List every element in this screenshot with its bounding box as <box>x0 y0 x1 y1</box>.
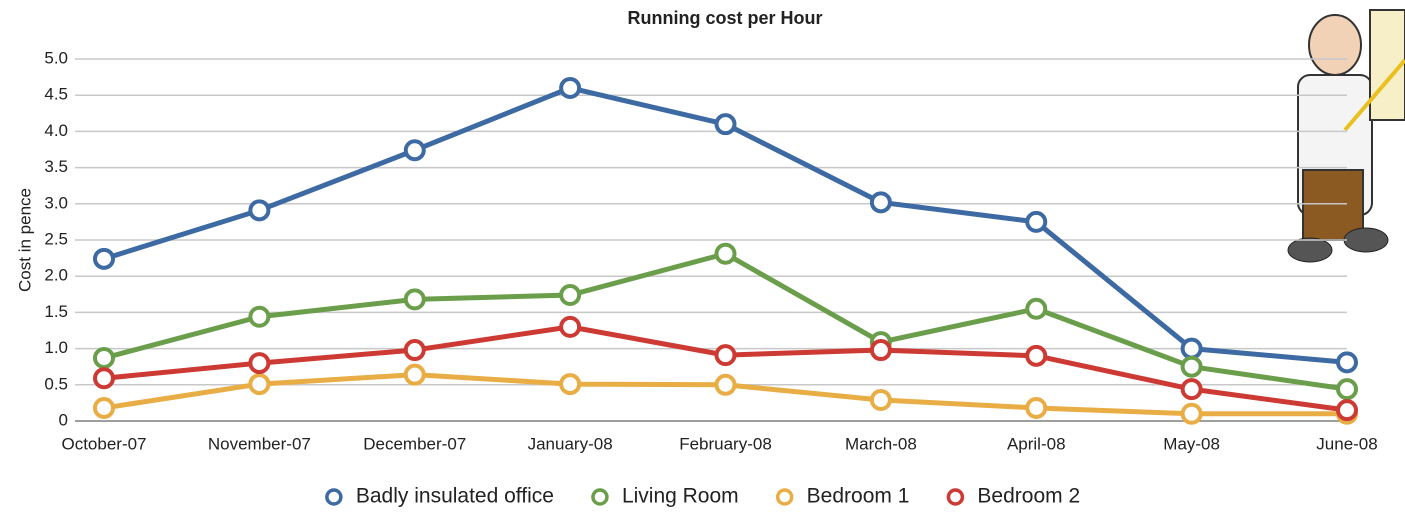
point-marker <box>406 290 424 308</box>
legend-item: Bedroom 1 <box>778 485 910 508</box>
point-marker <box>406 366 424 384</box>
legend-item: Bedroom 2 <box>948 485 1080 508</box>
point-marker <box>872 341 890 359</box>
point-marker <box>872 391 890 409</box>
point-marker <box>1183 380 1201 398</box>
y-tick-label: 0 <box>59 410 68 429</box>
legend-label: Living Room <box>622 485 739 508</box>
x-tick-label: December-07 <box>363 434 466 453</box>
legend-label: Bedroom 2 <box>977 485 1080 508</box>
point-marker <box>561 286 579 304</box>
y-tick-label: 4.5 <box>44 85 68 104</box>
y-tick-label: 3.5 <box>44 157 68 176</box>
x-tick-label: June-08 <box>1316 434 1377 453</box>
point-marker <box>717 115 735 133</box>
x-tick-label: May-08 <box>1163 434 1220 453</box>
point-marker <box>95 349 113 367</box>
x-tick-label: March-08 <box>845 434 917 453</box>
point-marker <box>250 354 268 372</box>
point-marker <box>250 375 268 393</box>
y-tick-label: 1.5 <box>44 302 68 321</box>
scientist-illustration <box>1288 10 1405 262</box>
point-marker <box>1183 340 1201 358</box>
point-marker <box>95 250 113 268</box>
point-marker <box>717 376 735 394</box>
point-marker <box>1338 401 1356 419</box>
point-marker <box>95 399 113 417</box>
x-tick-label: October-07 <box>61 434 146 453</box>
series-line <box>104 327 1347 410</box>
y-tick-label: 2.5 <box>44 229 68 248</box>
point-marker <box>1338 353 1356 371</box>
point-marker <box>717 245 735 263</box>
page: {"chart_data": {"type": "line", "title":… <box>0 0 1405 517</box>
legend-item: Living Room <box>593 485 739 508</box>
legend-label: Badly insulated office <box>356 485 554 508</box>
point-marker <box>1027 399 1045 417</box>
point-marker <box>95 369 113 387</box>
point-marker <box>561 79 579 97</box>
point-marker <box>1027 300 1045 318</box>
legend-marker <box>593 490 607 504</box>
y-axis-label: Cost in pence <box>15 188 34 292</box>
point-marker <box>406 141 424 159</box>
point-marker <box>1183 358 1201 376</box>
y-tick-label: 4.0 <box>44 121 68 140</box>
y-tick-label: 1.0 <box>44 338 68 357</box>
y-tick-label: 3.0 <box>44 193 68 212</box>
point-marker <box>250 201 268 219</box>
x-tick-label: April-08 <box>1007 434 1066 453</box>
chart-title: Running cost per Hour <box>628 8 823 28</box>
y-tick-label: 5.0 <box>44 48 68 67</box>
legend-marker <box>778 490 792 504</box>
point-marker <box>1027 347 1045 365</box>
point-marker <box>1183 405 1201 423</box>
y-tick-label: 2.0 <box>44 266 68 285</box>
point-marker <box>250 308 268 326</box>
point-marker <box>717 346 735 364</box>
point-marker <box>561 318 579 336</box>
x-tick-label: November-07 <box>208 434 311 453</box>
legend-marker <box>948 490 962 504</box>
point-marker <box>872 193 890 211</box>
legend-item: Badly insulated office <box>327 485 554 508</box>
point-marker <box>1027 213 1045 231</box>
chart: Running cost per Hour Cost in pence 0 0.5… <box>0 0 1405 517</box>
y-tick-label: 0.5 <box>44 374 68 393</box>
point-marker <box>1338 380 1356 398</box>
x-tick-label: January-08 <box>528 434 613 453</box>
point-marker <box>561 375 579 393</box>
legend-label: Bedroom 1 <box>807 485 910 508</box>
legend-marker <box>327 490 341 504</box>
point-marker <box>406 341 424 359</box>
x-tick-label: February-08 <box>679 434 772 453</box>
